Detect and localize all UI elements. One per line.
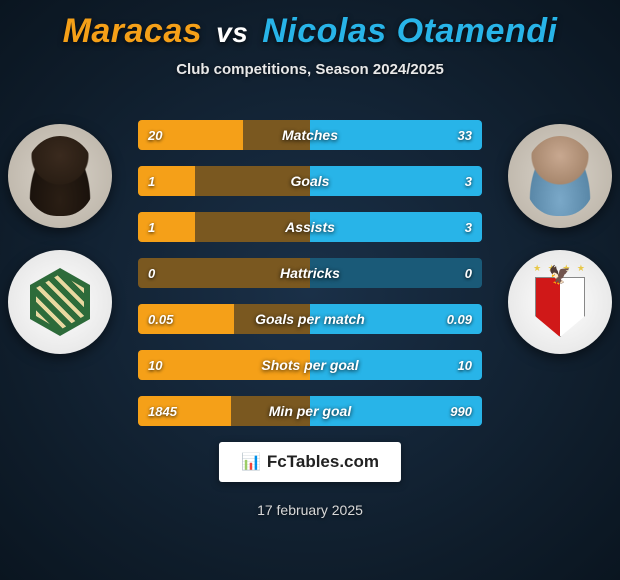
player1-avatar xyxy=(8,124,112,228)
stat-label: Goals per match xyxy=(138,304,482,334)
crest-shield-icon xyxy=(535,277,585,337)
stat-row: 2033Matches xyxy=(138,120,482,150)
stats-bars: 2033Matches 13Goals 13Assists 00Hattricks 0.… xyxy=(138,120,482,442)
stat-row: 0.050.09Goals per match xyxy=(138,304,482,334)
stat-row: 13Goals xyxy=(138,166,482,196)
avatar-silhouette xyxy=(25,136,95,216)
comparison-title: Maracas vs Nicolas Otamendi xyxy=(0,0,620,51)
stat-row: 13Assists xyxy=(138,212,482,242)
brand-text: FcTables.com xyxy=(267,452,379,472)
brand-badge[interactable]: 📊 FcTables.com xyxy=(219,442,401,482)
club-crest-icon xyxy=(30,268,90,336)
player2-name: Nicolas Otamendi xyxy=(262,12,557,50)
player1-club-crest xyxy=(8,250,112,354)
date-footer: 17 february 2025 xyxy=(0,502,620,518)
crest-eagle-icon: 🦅 xyxy=(529,265,591,286)
stat-label: Assists xyxy=(138,212,482,242)
stat-label: Min per goal xyxy=(138,396,482,426)
brand-icon: 📊 xyxy=(241,452,261,472)
player1-name: Maracas xyxy=(63,12,203,50)
stat-label: Hattricks xyxy=(138,258,482,288)
player2-avatar xyxy=(508,124,612,228)
avatar-silhouette xyxy=(525,136,595,216)
club-crest-icon: ★ ★ ★ ★ 🦅 xyxy=(529,267,591,337)
player2-club-crest: ★ ★ ★ ★ 🦅 xyxy=(508,250,612,354)
stat-label: Shots per goal xyxy=(138,350,482,380)
subtitle: Club competitions, Season 2024/2025 xyxy=(0,61,620,78)
vs-label: vs xyxy=(212,17,252,48)
stat-label: Matches xyxy=(138,120,482,150)
stat-row: 1010Shots per goal xyxy=(138,350,482,380)
stat-label: Goals xyxy=(138,166,482,196)
stat-row: 00Hattricks xyxy=(138,258,482,288)
stat-row: 1845990Min per goal xyxy=(138,396,482,426)
